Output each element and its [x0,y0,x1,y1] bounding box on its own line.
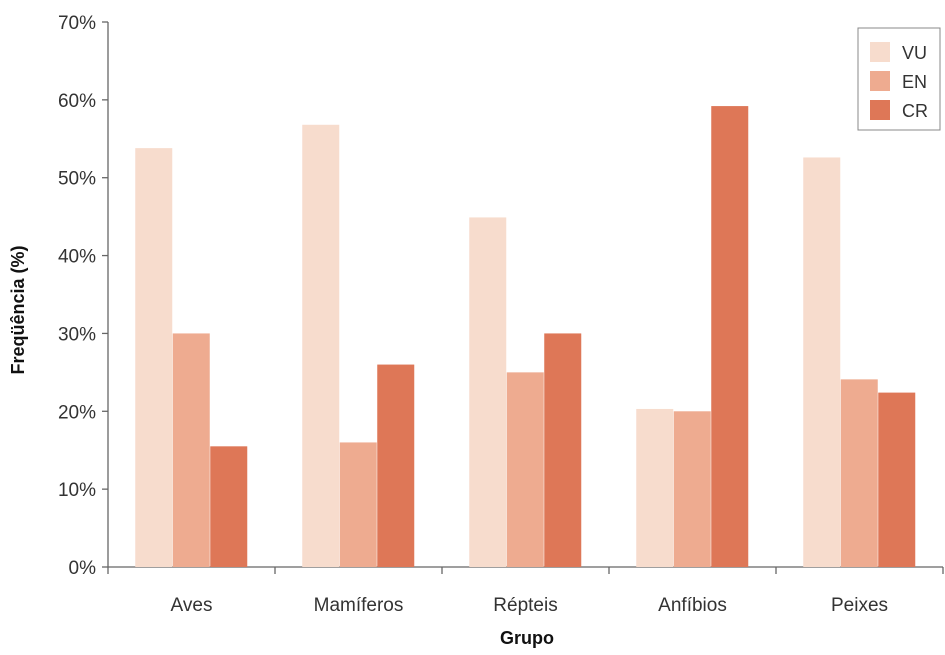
x-tick-label: Répteis [493,595,557,616]
legend-swatch-cr [870,100,890,120]
legend-swatch-en [870,71,890,91]
bar-en [506,372,544,567]
legend-label: CR [902,101,928,121]
bar-en [840,379,878,567]
y-tick-label: 20% [58,402,96,423]
bar-cr [377,364,415,567]
bar-en [339,442,377,567]
y-axis: 0% 10% 20% 30% 40% 50% 60% 70% [58,13,109,579]
y-tick-label: 40% [58,247,96,268]
bar-vu [636,408,674,567]
y-tick-label: 10% [58,480,96,501]
bars [135,106,916,568]
y-tick-label: 60% [58,91,96,112]
bar-cr [711,106,749,567]
x-axis: Aves Mamíferos Répteis Anfíbios Peixes [107,566,944,616]
x-tick-label: Mamíferos [314,595,404,616]
bar-vu [469,217,507,567]
x-axis-title: Grupo [500,628,554,648]
x-tick-label: Anfíbios [658,595,727,616]
bar-cr [544,333,582,567]
bar-cr [210,446,248,567]
bar-en [172,333,210,567]
x-tick-label: Peixes [831,595,888,616]
legend-label: EN [902,72,927,92]
legend-label: VU [902,43,927,63]
bar-cr [878,392,916,567]
y-tick-label: 50% [58,169,96,190]
y-tick-label: 70% [58,13,96,34]
bar-vu [803,157,841,567]
x-tick-label: Aves [171,595,213,616]
legend: VU EN CR [857,27,941,131]
y-tick-label: 30% [58,324,96,345]
bar-vu [135,148,173,567]
y-axis-title: Freqüência (%) [8,245,28,374]
bar-en [673,411,711,567]
y-tick-label: 0% [69,558,97,579]
bar-vu [302,124,340,568]
legend-swatch-vu [870,42,890,62]
